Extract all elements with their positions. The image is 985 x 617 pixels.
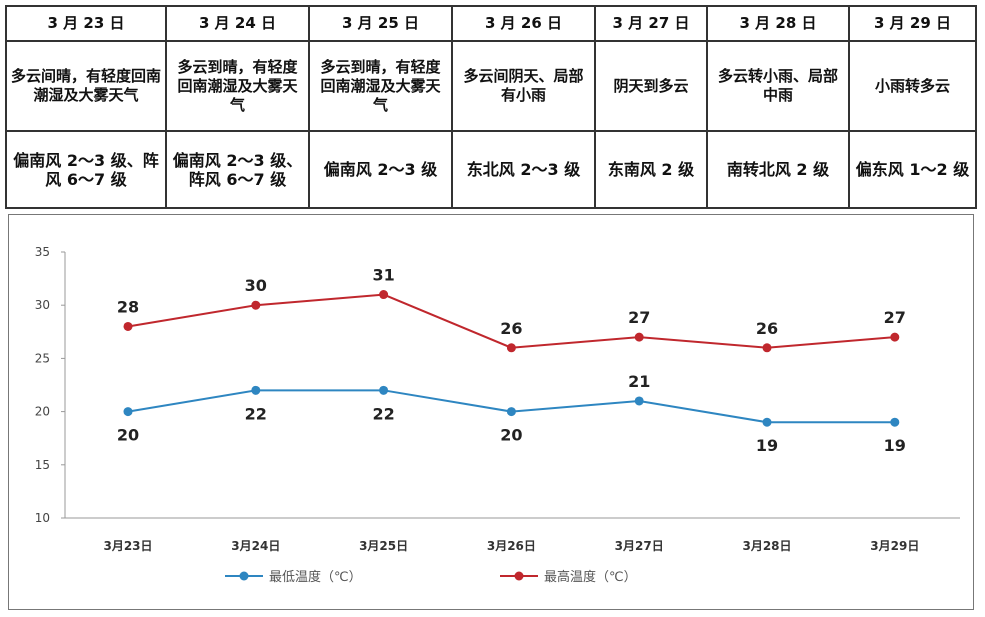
x-tick-label: 3月26日 <box>487 539 536 553</box>
data-label: 22 <box>245 404 267 423</box>
weather-cell: 阴天到多云 <box>594 40 708 132</box>
date-cell: 3 月 29 日 <box>848 5 977 42</box>
date-cell: 3 月 26 日 <box>451 5 596 42</box>
data-point <box>634 396 644 406</box>
data-label: 22 <box>372 404 394 423</box>
data-label: 19 <box>884 436 906 455</box>
y-tick-label: 20 <box>35 405 50 419</box>
data-label: 27 <box>884 308 906 327</box>
data-point <box>123 321 133 331</box>
data-point <box>762 343 772 353</box>
wind-cell: 南转北风 2 级 <box>706 130 850 209</box>
data-point <box>890 332 900 342</box>
data-label: 21 <box>628 372 650 391</box>
data-point <box>762 417 772 427</box>
y-tick-label: 15 <box>35 458 50 472</box>
wind-cell: 偏南风 2～3 级 <box>308 130 453 209</box>
series-line-0 <box>127 389 895 424</box>
date-cell: 3 月 25 日 <box>308 5 453 42</box>
date-cell: 3 月 27 日 <box>594 5 708 42</box>
x-tick-label: 3月27日 <box>615 539 664 553</box>
wind-cell: 东南风 2 级 <box>594 130 708 209</box>
data-point <box>634 332 644 342</box>
wind-cell: 偏南风 2～3 级、阵风 6～7 级 <box>5 130 167 209</box>
data-label: 26 <box>500 319 522 338</box>
y-tick-label: 30 <box>35 298 50 312</box>
date-cell: 3 月 23 日 <box>5 5 167 42</box>
y-tick-label: 10 <box>35 511 50 525</box>
weather-cell: 多云间晴，有轻度回南潮湿及大雾天气 <box>5 40 167 132</box>
data-point <box>251 300 261 310</box>
data-point <box>890 417 900 427</box>
legend-marker <box>514 571 524 581</box>
data-point <box>506 407 516 417</box>
weather-cell: 小雨转多云 <box>848 40 977 132</box>
temperature-chart-frame <box>8 214 974 610</box>
data-label: 31 <box>372 266 394 285</box>
date-cell: 3 月 24 日 <box>165 5 310 42</box>
data-label: 30 <box>245 276 267 295</box>
data-label: 28 <box>117 297 139 316</box>
date-cell: 3 月 28 日 <box>706 5 850 42</box>
x-tick-label: 3月25日 <box>359 539 408 553</box>
data-label: 26 <box>756 319 778 338</box>
weather-cell: 多云到晴，有轻度回南潮湿及大雾天气 <box>165 40 310 132</box>
data-label: 20 <box>500 426 522 445</box>
data-point <box>251 385 261 395</box>
data-point <box>379 385 389 395</box>
wind-cell: 东北风 2～3 级 <box>451 130 596 209</box>
legend-label: 最高温度（℃） <box>544 569 637 585</box>
weather-cell: 多云间阴天、局部有小雨 <box>451 40 596 132</box>
data-label: 20 <box>117 426 139 445</box>
legend-label: 最低温度（℃） <box>269 569 362 585</box>
y-tick-label: 35 <box>35 245 50 259</box>
data-point <box>506 343 516 353</box>
x-tick-label: 3月23日 <box>103 539 152 553</box>
legend-marker <box>239 571 249 581</box>
weather-cell: 多云转小雨、局部中雨 <box>706 40 850 132</box>
data-point <box>379 290 389 300</box>
weather-cell: 多云到晴，有轻度回南潮湿及大雾天气 <box>308 40 453 132</box>
x-tick-label: 3月28日 <box>742 539 791 553</box>
x-tick-label: 3月24日 <box>231 539 280 553</box>
y-tick-label: 25 <box>35 351 50 365</box>
data-label: 19 <box>756 436 778 455</box>
wind-cell: 偏东风 1～2 级 <box>848 130 977 209</box>
wind-cell: 偏南风 2～3 级、阵风 6～7 级 <box>165 130 310 209</box>
data-point <box>123 407 133 417</box>
x-tick-label: 3月29日 <box>870 539 919 553</box>
data-label: 27 <box>628 308 650 327</box>
